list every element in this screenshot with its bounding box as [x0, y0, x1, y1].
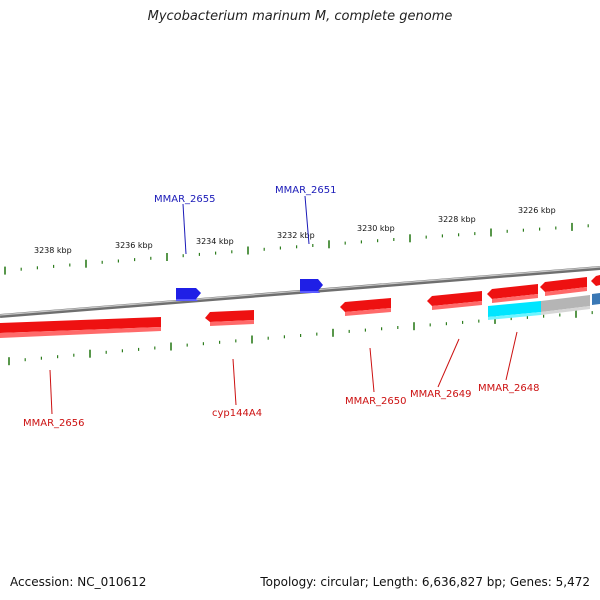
accession-text: Accession: NC_010612	[10, 575, 147, 589]
gene-mmar-2655[interactable]	[176, 288, 201, 301]
leader-mmar-2651	[304, 195, 310, 245]
gene-label-mmar-2651[interactable]: MMAR_2651	[275, 185, 337, 196]
leader-mmar-2655	[182, 203, 187, 255]
gene-red-7[interactable]	[591, 275, 600, 286]
scale-label-3238: 3238 kbp	[34, 246, 72, 255]
map-title: Mycobacterium marinum M, complete genome	[147, 9, 453, 24]
outer-scale-ticks	[4, 222, 589, 275]
scale-label-3236: 3236 kbp	[115, 241, 153, 250]
gene-label-mmar-2655[interactable]: MMAR_2655	[154, 194, 216, 205]
gene-mmar-2649[interactable]	[427, 291, 482, 310]
gene-label-mmar-2650[interactable]: MMAR_2650	[345, 396, 407, 407]
scale-label-3230: 3230 kbp	[357, 224, 395, 233]
gene-label-mmar-2656[interactable]: MMAR_2656	[23, 418, 85, 429]
leader-mmar-2650	[369, 347, 375, 393]
scale-label-3234: 3234 kbp	[196, 237, 234, 246]
genome-summary-text: Topology: circular; Length: 6,636,827 bp…	[260, 575, 590, 589]
leader-cyp144a4	[232, 358, 237, 406]
gene-red-6[interactable]	[540, 277, 587, 296]
scale-label-3232: 3232 kbp	[277, 231, 315, 240]
gene-label-mmar-2648[interactable]: MMAR_2648	[478, 383, 540, 394]
leader-mmar-2656	[49, 369, 53, 415]
scale-label-3228: 3228 kbp	[438, 215, 476, 224]
gene-red-5[interactable]	[487, 284, 538, 303]
gene-label-mmar-2649[interactable]: MMAR_2649	[410, 389, 472, 400]
gene-cyp144a4[interactable]	[205, 310, 254, 326]
scale-label-3226: 3226 kbp	[518, 206, 556, 215]
gene-mmar-2651[interactable]	[300, 279, 323, 293]
gene-mmar-2648[interactable]	[488, 293, 600, 320]
gene-label-cyp144a4[interactable]: cyp144A4	[212, 408, 262, 419]
leader-mmar-2648	[505, 331, 518, 381]
inner-scale-ticks	[8, 309, 593, 366]
leader-mmar-2649	[437, 338, 460, 388]
gene-mmar-2650[interactable]	[340, 298, 391, 316]
gene-mmar-2656[interactable]	[0, 317, 161, 338]
